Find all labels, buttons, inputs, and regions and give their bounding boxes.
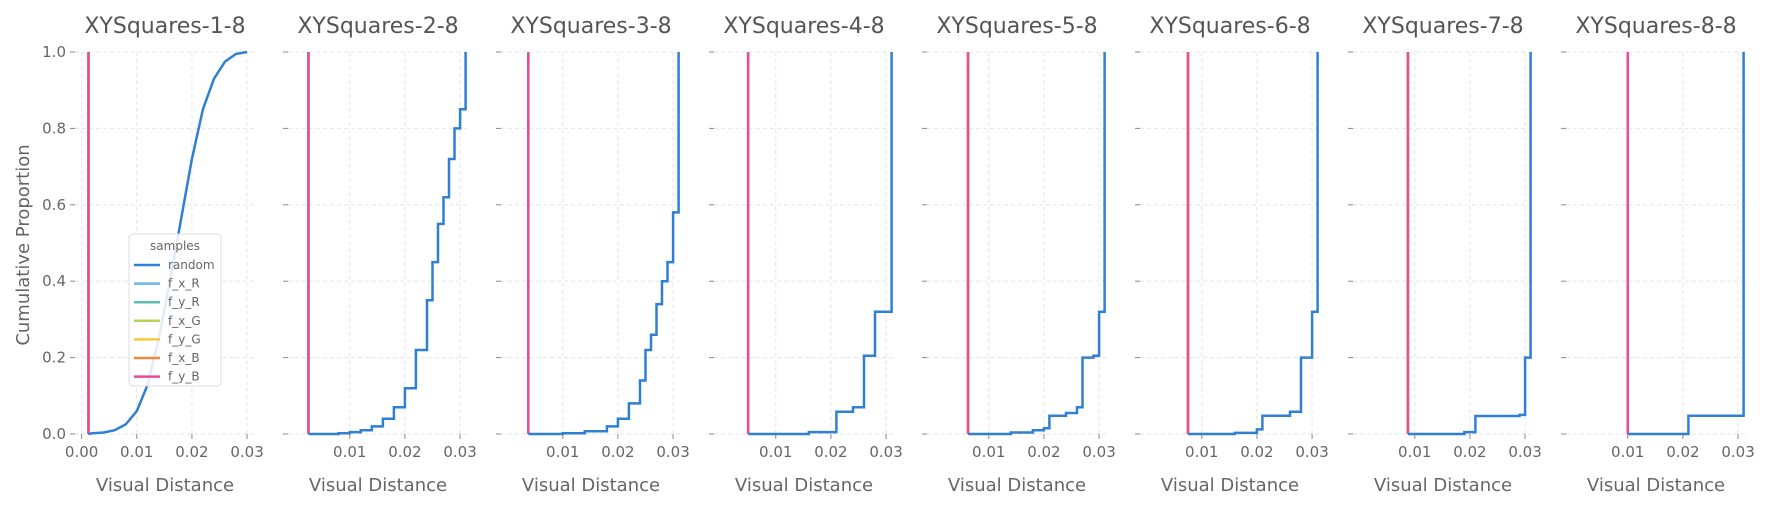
x-axis-label: Visual Distance xyxy=(96,475,234,496)
legend-label-f_y_G: f_y_G xyxy=(168,332,201,346)
series-random-line xyxy=(528,52,680,436)
legend-label-f_x_B: f_x_B xyxy=(168,351,200,365)
legend-box xyxy=(128,233,222,387)
series-random-line xyxy=(1407,52,1532,436)
series-random-line xyxy=(748,52,893,436)
x-tick-label: 0.01 xyxy=(759,443,792,461)
legend: samples random f_x_R f_y_R f_x_G f_y_G f_x_B f_… xyxy=(128,233,222,387)
x-axis-label: Visual Distance xyxy=(1587,475,1725,496)
panel-8: XYSquares-8-8 0.01 0.02 0.03 Visual Distance xyxy=(1561,14,1755,496)
panel-grid: XYSquares-1-8 0.0 0.2 0.4 0.6 0.8 1.0 0.00 0.01 0… xyxy=(42,14,1755,496)
panel-title: XYSquares-6-8 xyxy=(1149,14,1310,39)
x-axis-label: Visual Distance xyxy=(948,475,1086,496)
y-tick-label: 0.6 xyxy=(42,196,66,214)
x-axis-label: Visual Distance xyxy=(1374,475,1512,496)
y-axis-label: Cumulative Proportion xyxy=(13,144,34,345)
panel-1: XYSquares-1-8 0.0 0.2 0.4 0.6 0.8 1.0 0.00 0.01 0… xyxy=(42,14,264,496)
x-tick-label: 0.00 xyxy=(65,443,98,461)
x-tick-label: 0.02 xyxy=(1240,443,1273,461)
legend-label-f_y_R: f_y_R xyxy=(168,295,200,309)
legend-label-f_x_R: f_x_R xyxy=(168,277,200,291)
panel-title: XYSquares-1-8 xyxy=(84,14,245,39)
panel-title: XYSquares-8-8 xyxy=(1575,14,1736,39)
x-tick-label: 0.01 xyxy=(1398,443,1431,461)
x-tick-label: 0.02 xyxy=(1027,443,1060,461)
x-tick-label: 0.02 xyxy=(175,443,208,461)
x-tick-label: 0.01 xyxy=(546,443,579,461)
panel-title: XYSquares-3-8 xyxy=(510,14,671,39)
x-tick-label: 0.01 xyxy=(1185,443,1218,461)
panel-5: XYSquares-5-8 0.01 0.02 0.03 Visual Distance xyxy=(922,14,1116,496)
x-axis-label: Visual Distance xyxy=(1161,475,1299,496)
y-tick-label: 0.0 xyxy=(42,425,66,443)
x-tick-label: 0.01 xyxy=(1611,443,1644,461)
x-tick-label: 0.02 xyxy=(601,443,634,461)
x-axis-label: Visual Distance xyxy=(735,475,873,496)
x-tick-label: 0.03 xyxy=(230,443,263,461)
x-tick-label: 0.01 xyxy=(333,443,366,461)
x-tick-label: 0.01 xyxy=(120,443,153,461)
series-random-line xyxy=(308,52,467,436)
panel-title: XYSquares-5-8 xyxy=(936,14,1097,39)
panel-title: XYSquares-2-8 xyxy=(297,14,458,39)
series-random-line xyxy=(968,52,1106,436)
panel-4: XYSquares-4-8 0.01 0.02 0.03 Visual Distance xyxy=(709,14,903,496)
panel-title: XYSquares-7-8 xyxy=(1362,14,1523,39)
x-tick-label: 0.02 xyxy=(814,443,847,461)
series-random-line xyxy=(1188,52,1319,436)
series-random-line xyxy=(1627,52,1745,436)
x-tick-label: 0.02 xyxy=(1453,443,1486,461)
x-tick-label: 0.02 xyxy=(1666,443,1699,461)
x-tick-label: 0.03 xyxy=(656,443,689,461)
panel-title: XYSquares-4-8 xyxy=(723,14,884,39)
legend-label-f_y_B: f_y_B xyxy=(168,370,200,384)
y-tick-label: 1.0 xyxy=(42,43,66,61)
x-tick-label: 0.03 xyxy=(1082,443,1115,461)
x-tick-label: 0.03 xyxy=(869,443,902,461)
legend-title: samples xyxy=(150,239,200,253)
x-tick-label: 0.02 xyxy=(388,443,421,461)
x-tick-label: 0.01 xyxy=(972,443,1005,461)
legend-label-random: random xyxy=(168,258,215,272)
panel-3: XYSquares-3-8 0.01 0.02 0.03 Visual Distance xyxy=(496,14,690,496)
x-tick-label: 0.03 xyxy=(1295,443,1328,461)
x-tick-label: 0.03 xyxy=(1508,443,1541,461)
x-tick-label: 0.03 xyxy=(1721,443,1754,461)
panel-2: XYSquares-2-8 0.01 0.02 0.03 Visual Distance xyxy=(283,14,477,496)
legend-label-f_x_G: f_x_G xyxy=(168,314,201,328)
y-tick-label: 0.4 xyxy=(42,272,66,290)
x-tick-label: 0.03 xyxy=(443,443,476,461)
x-axis-label: Visual Distance xyxy=(309,475,447,496)
panel-6: XYSquares-6-8 0.01 0.02 0.03 Visual Distance xyxy=(1135,14,1329,496)
panel-7: XYSquares-7-8 0.01 0.02 0.03 Visual Distance xyxy=(1348,14,1542,496)
x-axis-label: Visual Distance xyxy=(522,475,660,496)
y-tick-label: 0.8 xyxy=(42,119,66,137)
y-tick-label: 0.2 xyxy=(42,349,66,367)
